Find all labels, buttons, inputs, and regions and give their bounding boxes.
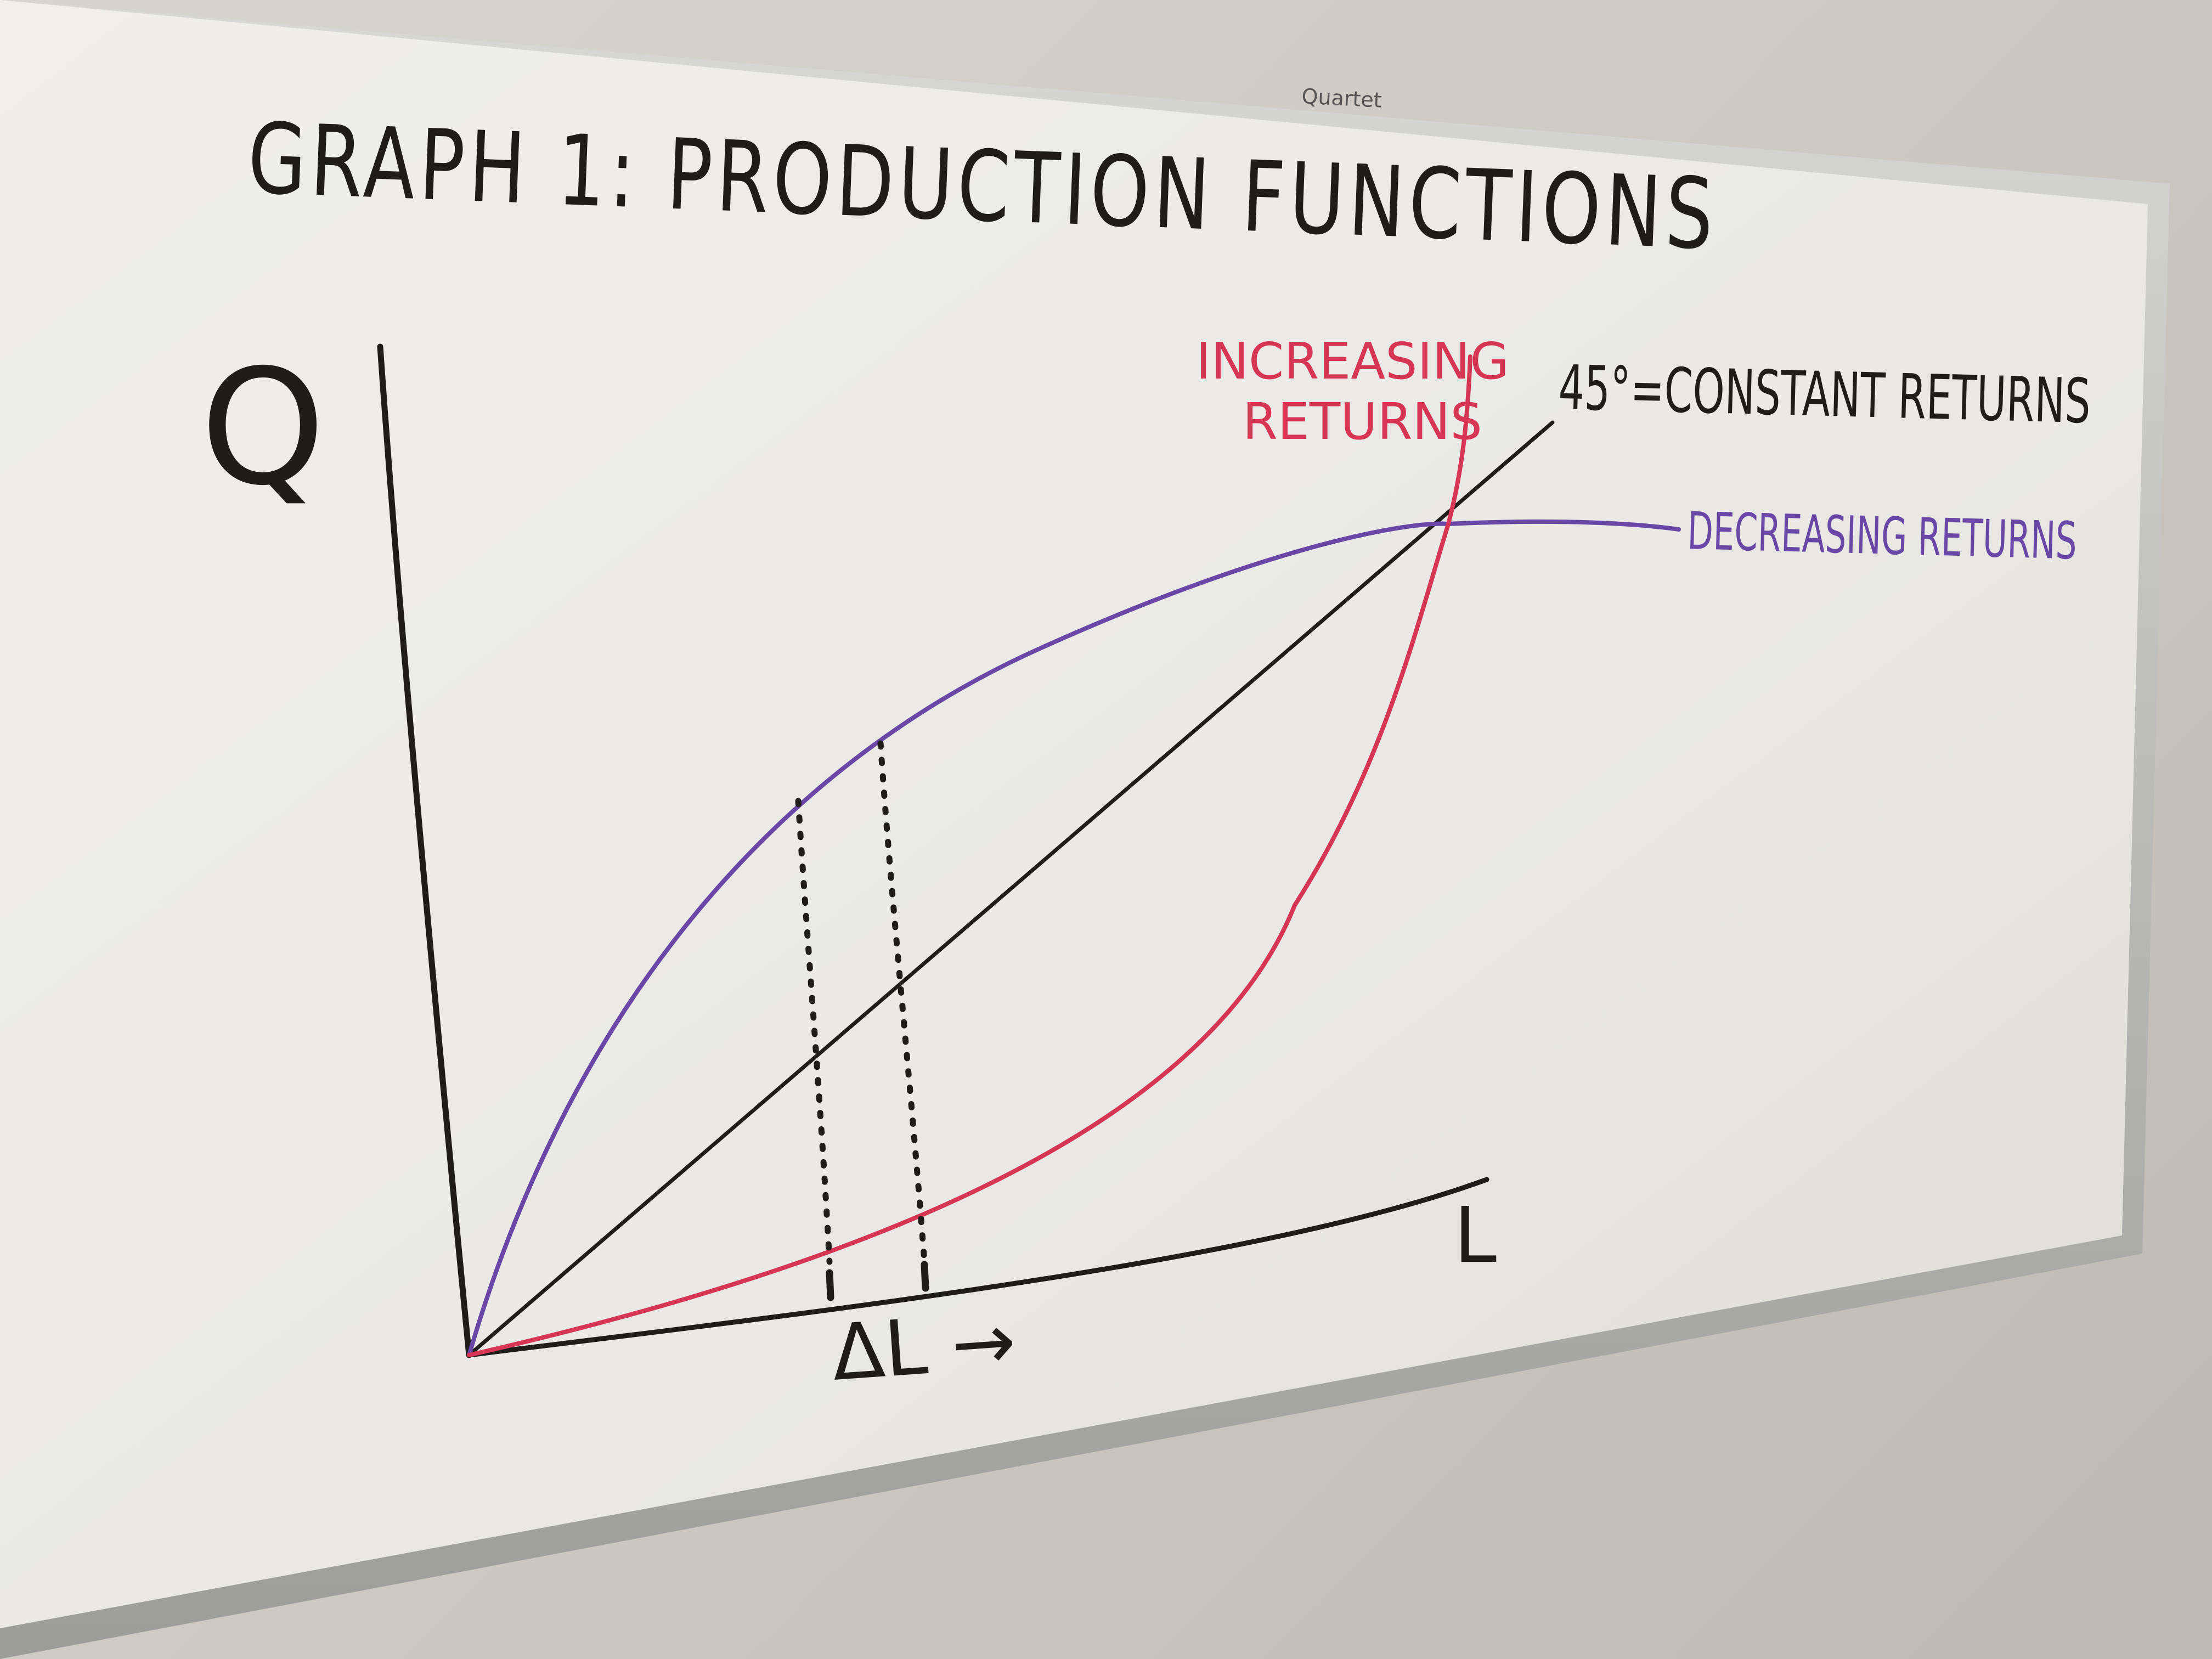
- delta-tick-left: [826, 1269, 834, 1301]
- x-axis-line: [466, 1177, 1489, 1358]
- decreasing-returns-curve: [467, 519, 1681, 1357]
- y-axis-label: Q: [200, 336, 325, 521]
- constant-returns-label: 45°=CONSTANT RETURNS: [1558, 352, 2091, 437]
- increasing-label-line1: INCREASING: [1196, 332, 1509, 391]
- whiteboard-surface: [0, 0, 2148, 1628]
- decreasing-returns-label: DECREASING RETURNS: [1686, 501, 2078, 572]
- x-axis-label: L: [1454, 1191, 1497, 1280]
- delta-dotted-line-left: [795, 798, 833, 1265]
- increasing-returns-label: INCREASING RETURNS: [1196, 332, 1525, 451]
- increasing-label-line2: RETURNS: [1243, 392, 1482, 451]
- constant-returns-line: [467, 420, 1555, 1357]
- delta-dotted-line-right: [877, 740, 928, 1265]
- delta-tick-right: [921, 1261, 929, 1292]
- brand-label: Quartet: [1301, 84, 1383, 112]
- delta-l-label: ΔL →: [829, 1296, 1019, 1398]
- increasing-returns-curve: [467, 354, 1472, 1357]
- y-axis-line: [377, 343, 472, 1358]
